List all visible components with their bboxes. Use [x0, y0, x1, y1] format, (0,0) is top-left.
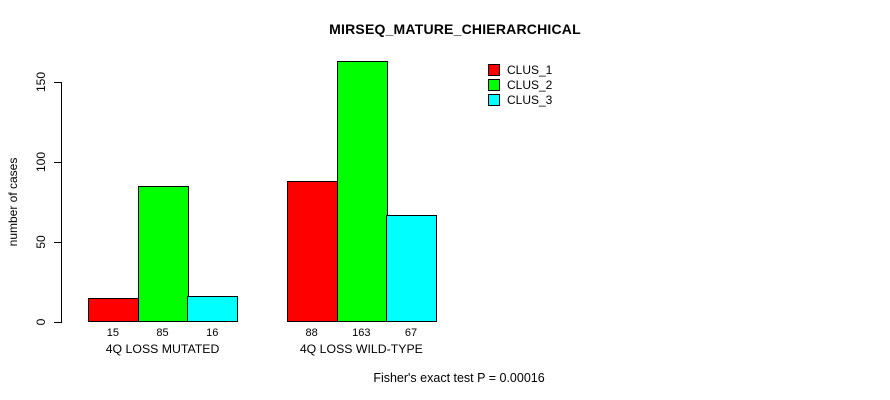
legend-label: CLUS_1 [507, 63, 553, 77]
bar-value-label: 15 [106, 327, 119, 339]
legend-label: CLUS_3 [507, 93, 553, 108]
bar-clus_2-1 [138, 186, 189, 322]
tick-label: 150 [34, 71, 48, 93]
legend-label: CLUS_2 [507, 78, 553, 93]
bar-clus_1-2 [287, 181, 338, 322]
legend-swatch-clus_2 [488, 79, 500, 92]
bar-clus_1-1 [88, 298, 139, 322]
category-label: 4Q LOSS MUTATED [105, 342, 220, 356]
bar-value-label: 88 [305, 327, 318, 339]
bar-value-label: 67 [404, 327, 418, 339]
tick-mark [54, 162, 61, 163]
bar-clus_3-2 [386, 215, 437, 322]
legend-swatch-clus_1 [488, 64, 500, 76]
bar-value-label: 85 [156, 327, 169, 339]
tick-mark [54, 322, 61, 323]
annotation-text: Fisher's exact test P = 0.00016 [373, 371, 545, 385]
y-axis-label: number of cases [6, 157, 20, 247]
tick-mark [54, 82, 61, 83]
bar-value-label: 163 [352, 327, 371, 339]
legend-swatch-clus_3 [488, 94, 500, 107]
y-axis [61, 82, 62, 323]
bar-value-label: 16 [206, 327, 219, 339]
chart-title: MIRSEQ_MATURE_CHIERARCHICAL [329, 21, 581, 37]
tick-label: 100 [34, 151, 48, 173]
bar-clus_3-1 [187, 296, 238, 322]
bar-clus_2-2 [337, 61, 388, 322]
tick-label: 50 [34, 235, 48, 249]
category-label: 4Q LOSS WILD-TYPE [299, 342, 423, 356]
tick-mark [54, 242, 61, 243]
tick-label: 0 [34, 318, 48, 326]
